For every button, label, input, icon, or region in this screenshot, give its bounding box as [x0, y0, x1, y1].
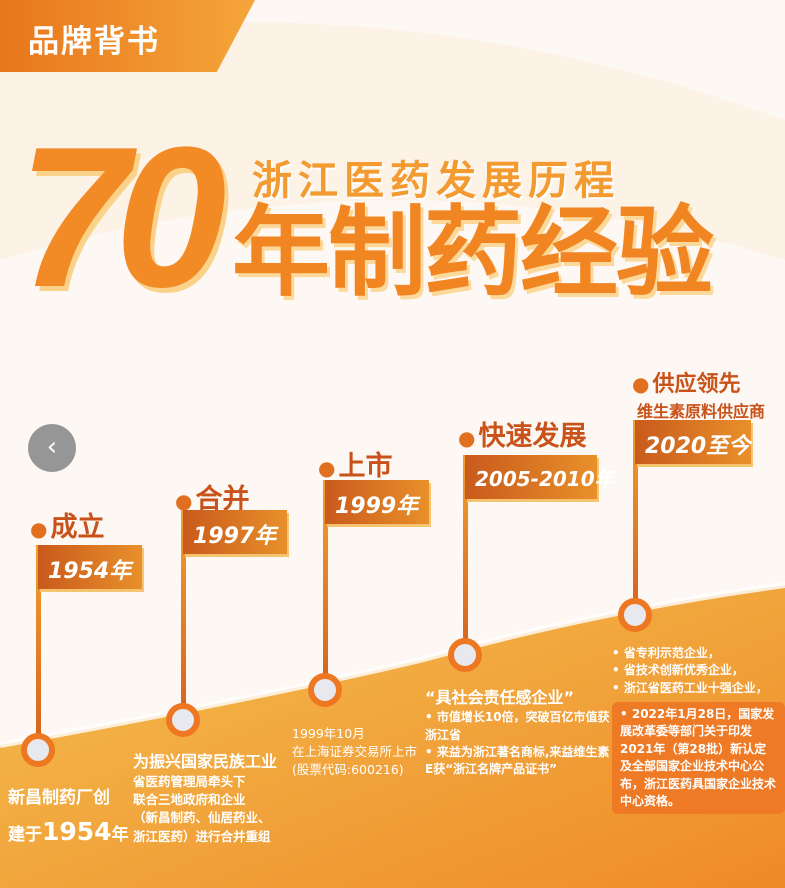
chevron-left-icon: ‹	[46, 432, 58, 462]
timeline-node	[618, 598, 652, 632]
flag-pole	[463, 455, 468, 645]
milestone-desc: 为振兴国家民族工业 省医药管理局牵头下 联合三地政府和企业 （新昌制药、仙居药业、 浙江…	[133, 752, 278, 844]
milestone-label-listing: ● 上市	[318, 451, 393, 482]
milestone-desc: 新昌制药厂创 建于1954年	[8, 788, 129, 847]
seventy-number: 70	[18, 106, 227, 329]
year-flag: 1997年	[183, 510, 287, 554]
timeline-node	[448, 638, 482, 672]
carousel-prev-button[interactable]: ‹	[28, 424, 76, 472]
milestone-label-founded: ● 成立	[30, 512, 105, 543]
milestone-label-supply: ● 供应领先	[632, 372, 741, 397]
milestone-desc: 1999年10月 在上海证券交易所上市 (股票代码:600216)	[292, 726, 418, 778]
timeline-node	[308, 673, 342, 707]
timeline-node	[166, 703, 200, 737]
year-flag: 2020至今	[635, 420, 751, 464]
flag-pole	[36, 545, 41, 740]
milestone-label-growth: ● 快速发展	[458, 421, 587, 452]
year-flag: 1999年	[325, 480, 429, 524]
subtitle: 浙江医药发展历程	[252, 158, 620, 204]
milestone-sublabel: 维生素原料供应商	[637, 402, 766, 421]
flag-pole	[181, 510, 186, 710]
flag-pole	[633, 420, 638, 605]
main-title: 年制药经验	[232, 196, 714, 310]
brand-badge: 品牌背书	[0, 0, 255, 72]
year-flag: 1954年	[38, 545, 142, 589]
timeline-node	[21, 733, 55, 767]
milestone-desc: “具社会责任感企业” • 市值增长10倍，突破百亿市值获浙江省 • 来益为浙江著名商…	[425, 688, 610, 777]
year-flag: 2005-2010年	[465, 455, 615, 499]
milestone-desc: • 省专利示范企业， • 省技术创新优秀企业， • 浙江省医药工业十强企业，	[612, 646, 768, 695]
milestone-label-merger: ● 合并	[175, 484, 250, 515]
milestone-highlight: • 2022年1月28日，国家发展改革委等部门关于印发2021年（第28批）新认…	[612, 702, 785, 815]
flag-pole	[323, 480, 328, 680]
